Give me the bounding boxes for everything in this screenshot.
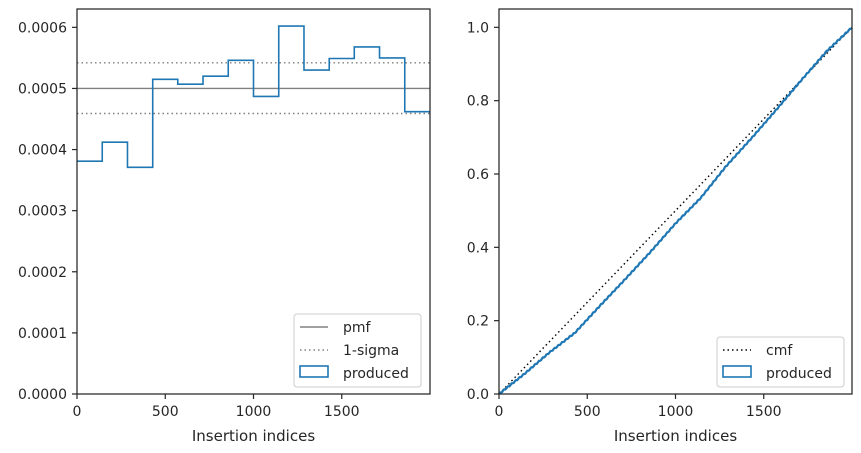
legend-label-pmf: pmf [343,320,372,336]
legend: pmf 1-sigma produced [293,313,422,388]
y-tick-label: 0.0003 [18,204,67,220]
x-tick-label: 1000 [236,404,272,420]
y-tick-label: 0.6 [467,167,489,183]
legend-label-produced: produced [766,366,832,382]
x-axis-label: Insertion indices [192,427,315,445]
x-axis-ticks: 0 500 1000 1500 [73,394,360,420]
y-tick-label: 0.4 [467,240,489,256]
legend-box [293,313,422,388]
pmf-histogram-panel: 0 500 1000 1500 0.00000.00010.00020.00030.0… [18,8,431,445]
y-axis-ticks: 0.0 0.2 0.4 0.6 0.8 1.0 [467,20,499,403]
legend-label-1-sigma: 1-sigma [343,343,399,359]
y-tick-label: 0.2 [467,314,489,330]
y-axis-ticks: 0.0000 0.0001 0.0002 0.0003 0.0004 0.0005 0.00… [18,20,77,403]
legend-label-cmf: cmf [766,343,793,359]
y-tick-label: 1.0 [467,20,489,36]
x-tick-label: 1000 [658,404,694,420]
y-tick-label: 0.0004 [18,143,67,159]
y-tick-label: 0.0006 [18,20,67,36]
y-tick-label: 0.0001 [18,326,67,342]
x-tick-label: 0 [495,404,504,420]
produced-cumulative-line [498,26,853,395]
y-tick-label: 0.0005 [18,81,67,97]
x-tick-label: 1500 [746,404,782,420]
legend-marker-produced [299,365,329,378]
plot-series [77,25,430,169]
x-axis-ticks: 0 500 1000 1500 [495,394,782,420]
x-tick-label: 500 [574,404,601,420]
x-axis-label: Insertion indices [614,427,737,445]
y-tick-label: 0.0002 [18,265,67,281]
legend: cmf produced [716,336,845,388]
plot-series [498,26,853,395]
x-tick-label: 0 [73,404,82,420]
y-tick-label: 0.0 [467,387,489,403]
legend-marker-produced [722,365,752,378]
legend-box [716,336,845,388]
x-tick-label: 1500 [324,404,360,420]
produced-histogram-step [77,25,430,169]
y-tick-label: 0.8 [467,94,489,110]
x-tick-label: 500 [152,404,179,420]
legend-label-produced: produced [343,366,409,382]
cmf-panel: 0 500 1000 1500 0.0 0.2 0.4 0.6 0.8 1.0 Insertio… [467,8,853,445]
y-tick-label: 0.0000 [18,387,67,403]
